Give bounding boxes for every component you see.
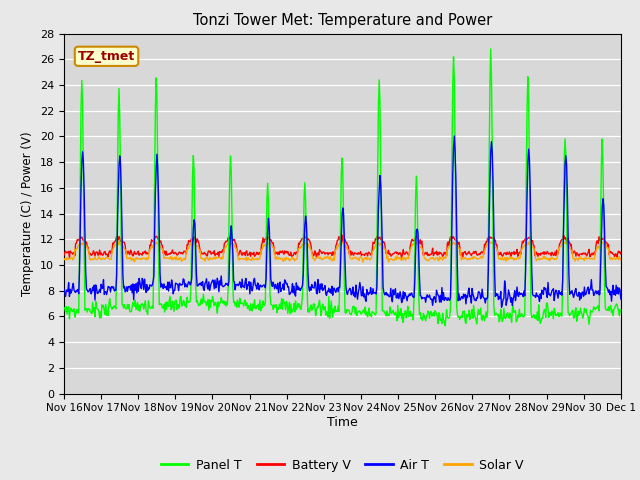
Solar V — [128, 256, 136, 262]
Solar V — [428, 256, 436, 262]
Panel T — [410, 295, 418, 300]
Battery V — [617, 251, 625, 257]
Solar V — [617, 257, 625, 263]
Battery V — [60, 252, 68, 258]
Solar V — [115, 239, 123, 244]
Title: Tonzi Tower Met: Temperature and Power: Tonzi Tower Met: Temperature and Power — [193, 13, 492, 28]
Panel T — [617, 309, 625, 315]
Battery V — [398, 255, 406, 261]
Air T — [410, 295, 418, 300]
Panel T — [70, 306, 78, 312]
Solar V — [214, 255, 222, 261]
X-axis label: Time: Time — [327, 416, 358, 429]
Panel T — [487, 46, 495, 52]
Legend: Panel T, Battery V, Air T, Solar V: Panel T, Battery V, Air T, Solar V — [156, 454, 529, 477]
Air T — [127, 282, 135, 288]
Y-axis label: Temperature (C) / Power (V): Temperature (C) / Power (V) — [22, 132, 35, 296]
Battery V — [428, 252, 435, 257]
Battery V — [559, 232, 567, 238]
Air T — [451, 133, 458, 139]
Solar V — [185, 246, 193, 252]
Solar V — [359, 259, 367, 265]
Air T — [214, 276, 221, 281]
Air T — [498, 304, 506, 310]
Solar V — [412, 241, 419, 247]
Battery V — [127, 249, 135, 255]
Air T — [184, 281, 192, 287]
Line: Panel T: Panel T — [64, 49, 621, 326]
Line: Air T: Air T — [64, 136, 621, 307]
Panel T — [184, 300, 192, 305]
Line: Battery V: Battery V — [64, 235, 621, 258]
Panel T — [214, 310, 221, 316]
Panel T — [60, 305, 68, 311]
Panel T — [426, 310, 434, 316]
Panel T — [441, 323, 449, 329]
Battery V — [184, 242, 192, 248]
Air T — [70, 288, 78, 293]
Solar V — [60, 257, 68, 263]
Battery V — [214, 252, 221, 257]
Air T — [60, 287, 68, 292]
Solar V — [70, 254, 78, 260]
Panel T — [127, 309, 135, 314]
Line: Solar V: Solar V — [64, 241, 621, 262]
Air T — [426, 296, 434, 301]
Air T — [617, 296, 625, 302]
Battery V — [70, 250, 78, 255]
Battery V — [411, 238, 419, 243]
Text: TZ_tmet: TZ_tmet — [78, 50, 135, 63]
